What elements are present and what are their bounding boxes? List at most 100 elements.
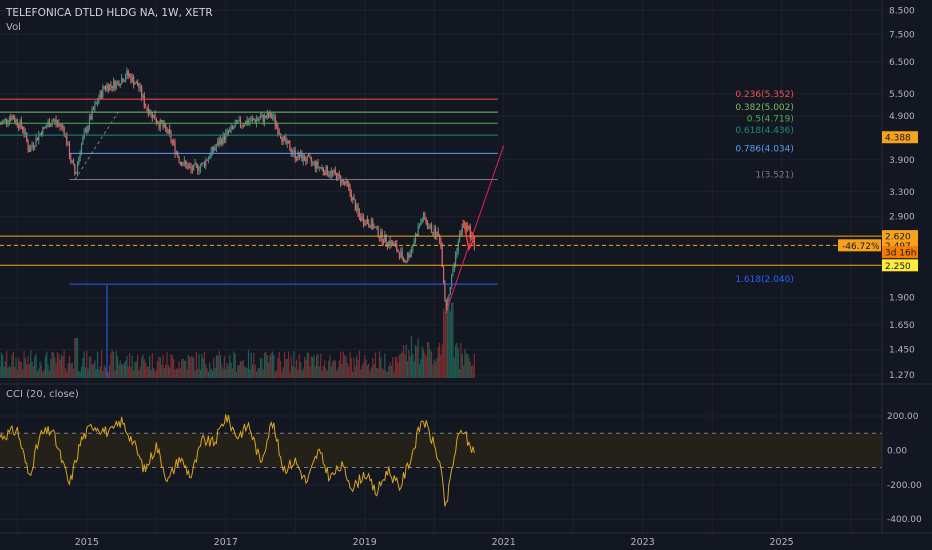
volume-bar bbox=[453, 357, 455, 378]
volume-bar bbox=[302, 368, 304, 378]
volume-bar bbox=[27, 355, 29, 378]
candle-body bbox=[414, 234, 417, 242]
candle-body bbox=[126, 70, 128, 78]
candle-body bbox=[222, 134, 224, 144]
horizontal-lines[interactable] bbox=[0, 235, 882, 266]
volume-bar bbox=[131, 355, 133, 378]
volume-bar bbox=[62, 356, 64, 378]
candle-body bbox=[6, 118, 8, 123]
volume-bar bbox=[178, 361, 180, 378]
volume-bar bbox=[424, 352, 426, 378]
candle-body bbox=[90, 116, 92, 120]
volume-bar bbox=[76, 338, 79, 378]
candle-body bbox=[316, 161, 318, 169]
volume-bar bbox=[75, 338, 77, 378]
candle-body bbox=[143, 95, 145, 107]
candle-body bbox=[437, 231, 439, 235]
candle-body bbox=[279, 134, 282, 139]
volume-bar bbox=[165, 364, 167, 378]
candle-body bbox=[43, 127, 45, 129]
volume-bar bbox=[210, 368, 212, 378]
volume-bar bbox=[128, 352, 131, 378]
candle-body bbox=[382, 242, 385, 244]
volume-bar bbox=[86, 350, 88, 378]
candle-body bbox=[34, 145, 36, 147]
price-tick-label: 1.650 bbox=[889, 321, 915, 331]
volume-bar bbox=[150, 369, 152, 378]
volume-bar bbox=[469, 361, 471, 378]
candle-body bbox=[59, 124, 61, 127]
candle-body bbox=[128, 75, 131, 77]
candle-body bbox=[130, 75, 132, 82]
volume-bar bbox=[467, 353, 469, 378]
candle-body bbox=[356, 205, 358, 211]
volume-bar bbox=[221, 364, 223, 378]
candle-body bbox=[306, 155, 308, 162]
volume-bar bbox=[452, 302, 454, 378]
volume-bar bbox=[389, 362, 391, 378]
candle-body bbox=[118, 81, 120, 86]
volume-bar bbox=[325, 368, 327, 378]
volume-bar bbox=[282, 367, 284, 378]
volume-bar bbox=[243, 366, 246, 378]
fibonacci-retracement[interactable]: 0.236(5.352) 0.382(5.002)0.5(4.719) 0.618(… bbox=[0, 90, 794, 378]
candle-body bbox=[255, 119, 258, 123]
volume-bar bbox=[195, 351, 197, 378]
cci-band-fill bbox=[0, 433, 882, 468]
candle-body bbox=[378, 236, 381, 238]
volume-bar bbox=[124, 360, 127, 378]
candle-body bbox=[211, 146, 214, 152]
volume-bar bbox=[456, 342, 458, 378]
candle-body bbox=[161, 119, 163, 124]
volume-bar bbox=[294, 367, 296, 378]
volume-bar bbox=[380, 356, 382, 378]
volume-bar bbox=[434, 361, 437, 378]
volume-bar bbox=[133, 370, 135, 378]
cci-label[interactable]: CCI (20, close) bbox=[6, 389, 79, 400]
volume-bar bbox=[333, 359, 335, 378]
candle-body bbox=[201, 162, 203, 167]
candle-body bbox=[362, 216, 365, 224]
volume-bar bbox=[189, 357, 191, 378]
candle-body bbox=[214, 148, 216, 151]
candle-body bbox=[127, 70, 129, 76]
candle-body bbox=[28, 149, 30, 152]
volume-bar bbox=[134, 362, 136, 378]
candle-body bbox=[116, 81, 119, 83]
candle-body bbox=[151, 111, 153, 119]
candle-body bbox=[400, 251, 402, 258]
candle-body bbox=[39, 133, 41, 135]
volume-bar bbox=[163, 368, 165, 378]
volume-label[interactable]: Vol bbox=[6, 22, 21, 33]
candle-body bbox=[413, 241, 415, 245]
candle-body bbox=[421, 219, 423, 222]
candle-body bbox=[473, 237, 475, 247]
candle-body bbox=[404, 259, 406, 263]
volume-bar bbox=[329, 355, 331, 378]
candle-body bbox=[456, 251, 458, 255]
price-tick-label: 6.500 bbox=[889, 58, 915, 68]
volume-bar bbox=[2, 354, 4, 378]
symbol-title[interactable]: TELEFONICA DTLD HLDG NA, 1W, XETR bbox=[5, 7, 213, 19]
price-tag-text: 4.388 bbox=[885, 134, 911, 144]
candle-body bbox=[68, 144, 71, 159]
candle-body bbox=[202, 162, 204, 164]
candle-body bbox=[349, 186, 351, 194]
volume-bar bbox=[82, 358, 84, 378]
volume-bar bbox=[249, 369, 251, 378]
volume-bar bbox=[193, 357, 195, 378]
volume-bar bbox=[213, 357, 215, 378]
candle-body bbox=[63, 127, 65, 135]
candle-body bbox=[123, 80, 125, 82]
volume-bar bbox=[222, 368, 224, 378]
candle-body bbox=[350, 193, 352, 201]
volume-bar bbox=[39, 361, 41, 378]
volume-bar bbox=[461, 353, 463, 378]
volume-bar bbox=[396, 356, 398, 378]
volume-bar bbox=[457, 348, 459, 378]
candle-body bbox=[325, 166, 327, 175]
trend-drawings[interactable] bbox=[445, 145, 505, 313]
price-tag-text: 2.250 bbox=[885, 262, 911, 272]
volume-bar bbox=[55, 362, 57, 378]
